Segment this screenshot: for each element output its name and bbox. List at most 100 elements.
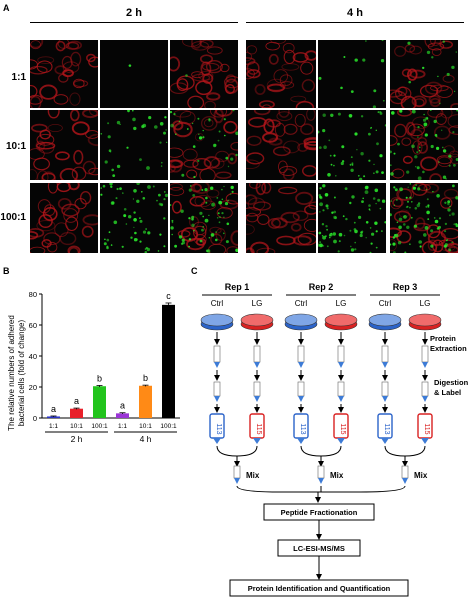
protein-extraction-label: Protein: [430, 334, 456, 343]
tube-tip: [298, 396, 304, 402]
category-label: 10:1: [70, 423, 83, 430]
mix-tube: [317, 465, 325, 479]
tube-tip: [297, 438, 305, 444]
tube: [337, 381, 345, 397]
micrograph-tile: [170, 110, 238, 180]
col-label-ipec-4h: IPEC-J2 cells: [254, 28, 306, 38]
panel-b-letter: B: [3, 266, 10, 276]
tag-label: 113: [299, 423, 306, 434]
micrograph-tile: [100, 40, 168, 108]
tube-tip: [213, 438, 221, 444]
tube-tip: [382, 396, 388, 402]
culture-dish-top: [284, 313, 318, 327]
tube: [381, 381, 389, 397]
y-axis-label-line2: bacterial cells (fold of change): [17, 320, 26, 427]
lg-label: LG: [252, 299, 263, 308]
ctrl-label: Ctrl: [295, 299, 308, 308]
workflow-step-label: LC-ESI-MS/MS: [293, 544, 345, 553]
panel-c-letter: C: [191, 266, 198, 276]
row-label-100-1: 100:1: [0, 212, 26, 223]
mix-tube: [401, 465, 409, 479]
y-tick-label: 40: [29, 352, 37, 361]
tag-label: 113: [383, 423, 390, 434]
col-label-ipec-2h: IPEC-J2 cells: [38, 28, 90, 38]
micrograph-tile: [30, 110, 98, 180]
micrograph-tile: [170, 40, 238, 108]
rep-label: Rep 1: [225, 282, 250, 292]
mix-label: Mix: [414, 471, 428, 480]
micrograph-tile: [100, 110, 168, 180]
micrograph-tile: [318, 40, 386, 108]
significance-letter: a: [74, 396, 79, 406]
tube: [297, 345, 305, 363]
culture-dish-top: [240, 313, 274, 327]
adhesion-bar-chart: The relative numbers of adhered bacteria…: [7, 290, 180, 444]
group-label: 2 h: [71, 434, 83, 444]
y-tick-label: 0: [33, 414, 37, 423]
category-label: 100:1: [91, 423, 108, 430]
row-label-1-1: 1:1: [11, 72, 26, 83]
lg-label: LG: [336, 299, 347, 308]
micrograph-tile: [170, 183, 238, 253]
workflow-step-label: Peptide Fractionation: [281, 508, 358, 517]
tube-tip: [402, 478, 408, 484]
ctrl-label: Ctrl: [211, 299, 224, 308]
tube: [337, 345, 345, 363]
significance-letter: b: [97, 373, 102, 383]
micrograph-tile: [100, 183, 168, 253]
culture-dish-top: [408, 313, 442, 327]
tube: [253, 381, 261, 397]
mix-label: Mix: [330, 471, 344, 480]
tube-tip: [422, 362, 428, 368]
tube-tip: [318, 478, 324, 484]
tube-tip: [382, 362, 388, 368]
digestion-label: & Label: [434, 388, 461, 397]
ctrl-label: Ctrl: [379, 299, 392, 308]
tube-tip: [234, 478, 240, 484]
significance-letter: c: [166, 291, 171, 301]
tube: [213, 381, 221, 397]
micrograph-tile: [318, 183, 386, 253]
tube: [213, 345, 221, 363]
converge-line: [236, 485, 318, 493]
culture-dish-top: [324, 313, 358, 327]
group-label: 4 h: [140, 434, 152, 444]
tube: [253, 345, 261, 363]
tube-tip: [253, 438, 261, 444]
mix-bracket: [300, 445, 342, 457]
col-label-lg-2h: LG: [128, 28, 140, 38]
tube-tip: [298, 362, 304, 368]
micrograph-tile: [30, 40, 98, 108]
tube: [421, 381, 429, 397]
category-label: 10:1: [139, 423, 152, 430]
y-tick-label: 80: [29, 290, 37, 299]
workflow-step-label: Protein Identification and Quantificatio…: [248, 584, 391, 593]
micrograph-tile: [390, 110, 458, 180]
bar: [47, 416, 60, 418]
protein-extraction-label: Extraction: [430, 344, 467, 353]
y-tick-label: 20: [29, 383, 37, 392]
bar: [70, 408, 83, 418]
tube-tip: [214, 396, 220, 402]
micrograph-tile: [246, 183, 316, 253]
micrograph-tile: [246, 110, 316, 180]
micrograph-tile: [246, 40, 316, 108]
tag-label: 115: [423, 423, 430, 434]
rep-label: Rep 3: [393, 282, 418, 292]
tag-label: 115: [255, 423, 262, 434]
tube-tip: [422, 396, 428, 402]
bar: [139, 385, 152, 418]
bar: [116, 413, 129, 418]
row-label-10-1: 10:1: [5, 141, 26, 152]
col-label-merged-2h: Merged: [189, 28, 219, 38]
micrograph-tile: [318, 110, 386, 180]
significance-letter: a: [51, 404, 56, 414]
tube: [381, 345, 389, 363]
culture-dish-top: [368, 313, 402, 327]
mix-tube: [233, 465, 241, 479]
micrograph-tile: [30, 183, 98, 253]
tube-tip: [214, 362, 220, 368]
time-label-4h: 4 h: [347, 7, 363, 19]
tube-tip: [421, 438, 429, 444]
